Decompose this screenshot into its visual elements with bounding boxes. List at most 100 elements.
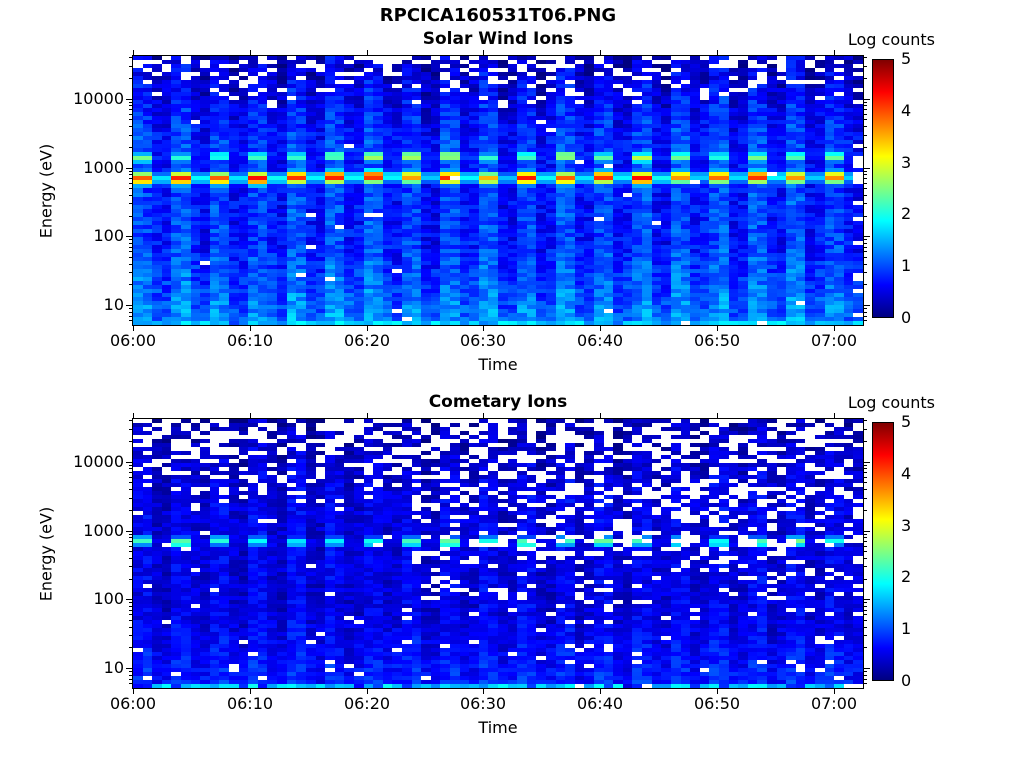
y-axis-minor-tick [129, 579, 133, 580]
y-axis-minor-tick-right [863, 195, 867, 196]
y-axis-minor-tick [129, 683, 133, 684]
y-axis-minor-tick [129, 620, 133, 621]
spectrogram-cometary-ions [133, 419, 863, 688]
y-axis-minor-tick-right [863, 109, 867, 110]
y-axis-minor-tick-right [863, 308, 867, 309]
x-axis-tick [483, 688, 484, 694]
x-axis-tick [717, 688, 718, 694]
x-axis-tick-label: 06:10 [226, 331, 274, 350]
y-axis-minor-tick [129, 272, 133, 273]
y-axis-minor-tick [129, 420, 133, 421]
y-axis-tick [126, 668, 133, 669]
y-axis-minor-tick [129, 546, 133, 547]
x-axis-tick-top [483, 413, 484, 419]
y-axis-minor-tick-right [863, 188, 867, 189]
x-axis-tick-top [133, 413, 134, 419]
x-axis-tick-top [367, 413, 368, 419]
y-axis-minor-tick-right [863, 472, 867, 473]
colorbar-tick-label: 0 [901, 308, 912, 327]
y-axis-minor-tick-right [863, 610, 867, 611]
y-axis-minor-tick [129, 66, 133, 67]
y-axis-minor-tick-right [863, 102, 867, 103]
y-axis-minor-tick [129, 647, 133, 648]
x-axis-tick-label: 06:50 [693, 331, 741, 350]
colorbar-tick-label: 4 [901, 463, 912, 483]
x-axis-tick-label: 06:30 [459, 331, 507, 350]
y-axis-tick [126, 236, 133, 237]
y-axis-minor-tick [129, 247, 133, 248]
y-axis-minor-tick-right [863, 551, 867, 552]
y-axis-minor-tick [129, 239, 133, 240]
y-axis-tick-right [863, 668, 870, 669]
y-axis-minor-tick [129, 308, 133, 309]
x-axis-tick-top [250, 413, 251, 419]
y-axis-minor-tick [129, 468, 133, 469]
y-axis-minor-tick-right [863, 126, 867, 127]
y-axis-minor-tick [129, 316, 133, 317]
colorbar-tick-label: 1 [901, 256, 912, 276]
x-axis-tick [600, 688, 601, 694]
y-axis-minor-tick [129, 675, 133, 676]
y-axis-minor-tick-right [863, 243, 867, 244]
y-axis-tick [126, 305, 133, 306]
y-axis-minor-tick [129, 441, 133, 442]
y-axis-minor-tick [129, 320, 133, 321]
x-axis-label-bottom: Time [478, 718, 518, 737]
y-axis-minor-tick-right [863, 239, 867, 240]
x-axis-tick [367, 325, 368, 331]
colorbar-label-top: Log counts [847, 30, 935, 49]
y-axis-minor-tick-right [863, 679, 867, 680]
y-axis-tick-right [863, 236, 870, 237]
y-axis-minor-tick-right [863, 257, 867, 258]
y-axis-minor-tick [129, 188, 133, 189]
y-axis-tick-label: 10000 [73, 452, 124, 471]
y-axis-minor-tick [129, 119, 133, 120]
y-axis-minor-tick [129, 284, 133, 285]
colorbar-bottom [872, 422, 894, 681]
y-axis-minor-tick [129, 679, 133, 680]
x-axis-tick-label: 06:20 [343, 694, 391, 713]
y-axis-minor-tick [129, 135, 133, 136]
y-axis-minor-tick-right [863, 203, 867, 204]
x-axis-tick-label: 06:40 [576, 331, 624, 350]
colorbar-tick-label: 5 [901, 412, 912, 431]
y-axis-minor-tick [129, 537, 133, 538]
y-axis-tick-right [863, 168, 870, 169]
y-axis-tick-right [863, 305, 870, 306]
x-axis-tick-label: 07:00 [810, 694, 858, 713]
y-axis-minor-tick [129, 264, 133, 265]
y-axis-minor-tick [129, 498, 133, 499]
y-axis-minor-tick-right [863, 510, 867, 511]
colorbar-tick-label: 4 [901, 100, 912, 120]
y-axis-minor-tick-right [863, 675, 867, 676]
colorbar-tick-label: 1 [901, 619, 912, 639]
y-axis-minor-tick [129, 477, 133, 478]
x-axis-tick [717, 325, 718, 331]
y-axis-minor-tick [129, 243, 133, 244]
x-axis-tick-top [367, 50, 368, 56]
y-axis-tick [126, 99, 133, 100]
y-axis-tick-label: 100 [93, 226, 124, 245]
y-axis-tick-label: 10 [103, 295, 124, 314]
x-axis-tick [834, 325, 835, 331]
y-axis-tick-right [863, 462, 870, 463]
y-axis-tick-label: 100 [93, 589, 124, 608]
panel-title-cometary: Cometary Ions [428, 392, 568, 412]
y-axis-minor-tick-right [863, 482, 867, 483]
y-axis-label-bottom: Energy (eV) [36, 506, 56, 602]
y-axis-minor-tick-right [863, 614, 867, 615]
y-axis-tick [126, 168, 133, 169]
y-axis-minor-tick [129, 174, 133, 175]
y-axis-minor-tick [129, 147, 133, 148]
x-axis-tick-top [133, 50, 134, 56]
x-axis-tick-label: 07:00 [810, 331, 858, 350]
y-axis-minor-tick-right [863, 541, 867, 542]
y-axis-minor-tick-right [863, 174, 867, 175]
y-axis-minor-tick-right [863, 537, 867, 538]
y-axis-minor-tick-right [863, 264, 867, 265]
y-axis-minor-tick [129, 126, 133, 127]
y-axis-minor-tick [129, 614, 133, 615]
y-axis-minor-tick-right [863, 183, 867, 184]
y-axis-minor-tick [129, 257, 133, 258]
